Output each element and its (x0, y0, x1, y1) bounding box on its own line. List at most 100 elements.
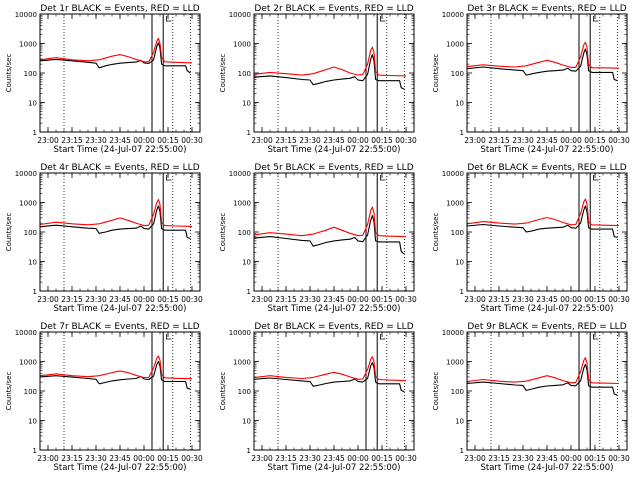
x-tick-label: 23:15 (275, 295, 297, 304)
x-tick-label: 00:30 (608, 136, 630, 145)
x-tick-label: 00:30 (395, 136, 417, 145)
series-group (254, 46, 407, 90)
y-axis-label: Counts/sec (219, 372, 227, 411)
x-tick-label: 00:15 (157, 136, 179, 145)
lld-series-line (40, 37, 193, 64)
y-tick-label: 100 (238, 388, 251, 396)
y-tick-label: 1000 (446, 200, 464, 208)
x-tick-label: 00:30 (181, 295, 203, 304)
y-tick-label: 100 (451, 229, 464, 237)
events-series-line (467, 48, 618, 82)
events-series-line (254, 362, 405, 393)
y-axis-label: Counts/sec (432, 54, 440, 93)
x-axis-label: Start Time (24-Jul-07 22:55:00) (268, 304, 401, 314)
y-axis-label: Counts/sec (219, 54, 227, 93)
y-tick-label: 1000 (446, 41, 464, 49)
plot-frame (39, 172, 201, 292)
top-step-marker (593, 16, 599, 22)
plot-frame (253, 13, 415, 133)
series-group (40, 37, 193, 74)
top-step-marker (593, 175, 599, 181)
y-tick-label: 10 (242, 100, 251, 108)
series-group (467, 357, 620, 396)
x-tick-label: 00:15 (584, 136, 606, 145)
y-tick-label: 10 (242, 259, 251, 267)
x-tick-label: 23:30 (512, 136, 534, 145)
detector-panel: Det 3r BLACK = Events, RED = LLD Start Ti… (432, 4, 630, 155)
y-axis-label: Counts/sec (432, 213, 440, 252)
y-tick-label: 1000 (19, 200, 37, 208)
x-tick-label: 23:15 (61, 295, 83, 304)
y-tick-label: 10 (455, 100, 464, 108)
top-step-marker (165, 16, 172, 22)
y-tick-label: 1 (33, 447, 37, 455)
lld-series-line (254, 206, 407, 238)
x-tick-label: 23:00 (464, 295, 486, 304)
y-tick-label: 100 (451, 388, 464, 396)
events-series-line (254, 54, 405, 90)
chart-title: Det 3r BLACK = Events, RED = LLD (467, 4, 626, 14)
chart-title: Det 4r BLACK = Events, RED = LLD (40, 163, 199, 173)
top-step-marker (165, 175, 172, 181)
chart-title: Det 2r BLACK = Events, RED = LLD (254, 4, 413, 14)
y-tick-label: 1000 (233, 41, 251, 49)
x-tick-label: 00:15 (371, 136, 393, 145)
x-tick-label: 00:30 (181, 454, 203, 463)
x-tick-label: 00:00 (560, 295, 582, 304)
y-axis-label: Counts/sec (219, 213, 227, 252)
x-tick-label: 00:00 (560, 136, 582, 145)
x-tick-label: 23:45 (536, 136, 558, 145)
x-tick-label: 23:45 (323, 295, 345, 304)
top-step-marker (165, 334, 172, 340)
x-tick-label: 23:30 (512, 454, 534, 463)
x-tick-label: 00:15 (584, 295, 606, 304)
plot-frame (466, 331, 628, 451)
x-tick-label: 00:00 (133, 295, 155, 304)
events-series-line (254, 215, 405, 255)
lld-series-line (40, 199, 193, 227)
y-tick-label: 1 (460, 129, 464, 137)
x-tick-label: 23:15 (61, 454, 83, 463)
series-group (40, 355, 193, 390)
x-tick-label: 23:15 (488, 136, 510, 145)
y-tick-label: 100 (24, 229, 37, 237)
y-axis-label: Counts/sec (5, 213, 13, 252)
detector-panel: Det 8r BLACK = Events, RED = LLD Start Ti… (219, 322, 417, 473)
x-tick-label: 23:15 (488, 454, 510, 463)
x-tick-label: 00:00 (133, 454, 155, 463)
y-tick-label: 1 (460, 288, 464, 296)
y-tick-label: 10 (455, 259, 464, 267)
y-tick-label: 1000 (446, 359, 464, 367)
x-tick-label: 23:00 (37, 136, 59, 145)
y-axis-label: Counts/sec (5, 372, 13, 411)
lld-series-line (40, 355, 193, 380)
x-tick-label: 23:00 (464, 454, 486, 463)
x-tick-label: 23:45 (323, 454, 345, 463)
lld-series-line (467, 357, 620, 385)
x-tick-label: 23:00 (251, 454, 273, 463)
chart-title: Det 5r BLACK = Events, RED = LLD (254, 163, 413, 173)
detector-panel: Det 9r BLACK = Events, RED = LLD Start Ti… (432, 322, 630, 473)
lld-series-line (254, 46, 407, 77)
x-tick-label: 23:45 (109, 454, 131, 463)
y-tick-label: 1 (33, 288, 37, 296)
lld-series-line (254, 356, 407, 382)
x-tick-label: 23:00 (251, 136, 273, 145)
series-group (40, 199, 193, 240)
y-tick-label: 1000 (233, 359, 251, 367)
y-axis-label: Counts/sec (432, 372, 440, 411)
series-group (467, 198, 620, 239)
detector-panel: Det 5r BLACK = Events, RED = LLD Start Ti… (219, 163, 417, 314)
events-series-line (40, 360, 191, 390)
x-tick-label: 00:30 (395, 454, 417, 463)
y-tick-label: 10000 (229, 11, 251, 19)
events-series-line (40, 205, 191, 240)
x-tick-label: 23:30 (299, 295, 321, 304)
plot-frame (253, 331, 415, 451)
lld-series-line (467, 198, 620, 227)
x-tick-label: 00:00 (347, 454, 369, 463)
y-tick-label: 1000 (233, 200, 251, 208)
y-tick-label: 10000 (15, 329, 37, 337)
